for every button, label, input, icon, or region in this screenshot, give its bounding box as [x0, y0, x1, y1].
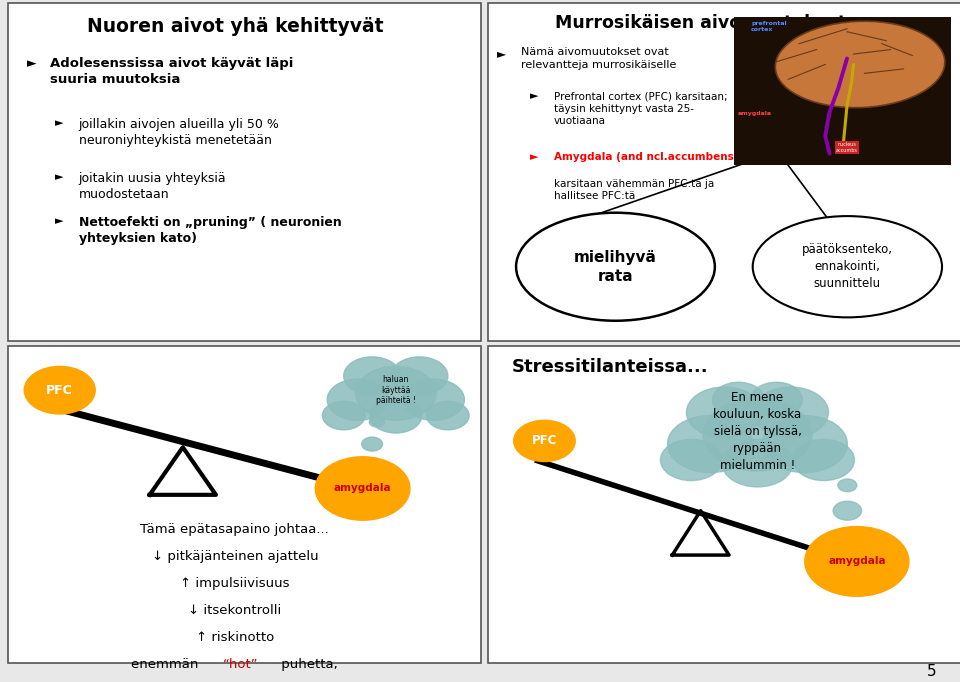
Text: ►: ►: [27, 57, 36, 70]
Circle shape: [327, 379, 389, 420]
Text: karsitaan vähemmän PFC:tä ja
hallitsee PFC:tä: karsitaan vähemmän PFC:tä ja hallitsee P…: [554, 179, 714, 201]
Circle shape: [753, 387, 828, 438]
Circle shape: [751, 382, 803, 417]
Circle shape: [391, 357, 447, 395]
Text: ↑ impulsiivisuus: ↑ impulsiivisuus: [180, 577, 290, 591]
FancyBboxPatch shape: [488, 346, 960, 663]
FancyBboxPatch shape: [8, 346, 481, 663]
Circle shape: [323, 401, 365, 430]
Text: Tämä epätasapaino johtaa...: Tämä epätasapaino johtaa...: [140, 523, 329, 536]
Circle shape: [24, 366, 95, 414]
Circle shape: [686, 387, 762, 438]
Circle shape: [362, 437, 382, 451]
Circle shape: [703, 398, 812, 471]
Text: ↓ itsekontrolli: ↓ itsekontrolli: [188, 604, 281, 617]
Text: ►: ►: [55, 118, 63, 128]
Text: Prefrontal cortex (PFC) karsitaan;
täysin kehittynyt vasta 25-
vuotiaana: Prefrontal cortex (PFC) karsitaan; täysi…: [554, 91, 728, 126]
Text: amygdala: amygdala: [334, 484, 392, 494]
Ellipse shape: [516, 213, 715, 321]
Circle shape: [804, 527, 909, 596]
Text: ↑ riskinotto: ↑ riskinotto: [196, 632, 274, 644]
Circle shape: [403, 379, 465, 420]
Text: ►: ►: [55, 172, 63, 182]
Circle shape: [315, 457, 410, 520]
Text: Amygdala (and ncl.accumbens): Amygdala (and ncl.accumbens): [554, 152, 738, 162]
Text: PFC: PFC: [46, 384, 73, 397]
Text: enemmän: enemmän: [131, 658, 203, 671]
Circle shape: [838, 479, 857, 492]
Text: Murrosikäisen aivomuutokset: Murrosikäisen aivomuutokset: [555, 14, 846, 31]
Text: ►: ►: [530, 152, 539, 162]
Circle shape: [370, 417, 384, 427]
Text: amygdala: amygdala: [828, 557, 886, 567]
Text: PFC: PFC: [532, 434, 557, 447]
Circle shape: [667, 415, 753, 473]
Circle shape: [712, 382, 764, 417]
Text: Adolesenssissa aivot käyvät läpi
suuria muutoksia: Adolesenssissa aivot käyvät läpi suuria …: [50, 57, 294, 87]
Text: “hot”: “hot”: [223, 658, 258, 671]
Text: ►: ►: [530, 91, 539, 101]
Circle shape: [344, 357, 400, 395]
Text: ►: ►: [497, 47, 506, 60]
Circle shape: [376, 400, 387, 406]
Text: puhetta,: puhetta,: [277, 658, 338, 671]
Circle shape: [722, 439, 793, 487]
Text: päätöksenteko,
ennakointi,
suunnittelu: päätöksenteko, ennakointi, suunnittelu: [802, 243, 893, 291]
Circle shape: [355, 366, 436, 420]
Text: joillakin aivojen alueilla yli 50 %
neuroniyhteykistä menetetään: joillakin aivojen alueilla yli 50 % neur…: [79, 118, 279, 147]
Text: 5: 5: [926, 664, 936, 679]
Text: mielihyvä
rata: mielihyvä rata: [574, 250, 657, 284]
Circle shape: [370, 398, 421, 433]
Text: Nämä aivomuutokset ovat
relevantteja murrosikäiselle: Nämä aivomuutokset ovat relevantteja mur…: [521, 47, 676, 70]
Circle shape: [514, 420, 575, 462]
Text: joitakin uusia yhteyksiä
muodostetaan: joitakin uusia yhteyksiä muodostetaan: [79, 172, 227, 201]
FancyBboxPatch shape: [733, 17, 951, 166]
Circle shape: [762, 415, 848, 473]
Text: Nuoren aivot yhä kehittyvät: Nuoren aivot yhä kehittyvät: [86, 17, 383, 36]
FancyBboxPatch shape: [8, 3, 481, 341]
FancyBboxPatch shape: [488, 3, 960, 341]
Text: Stressitilanteissa...: Stressitilanteissa...: [512, 359, 708, 376]
Circle shape: [793, 439, 854, 481]
Circle shape: [660, 439, 722, 481]
Ellipse shape: [776, 21, 945, 108]
Text: amygdala: amygdala: [738, 111, 772, 116]
Text: prefrontal
cortex: prefrontal cortex: [752, 21, 787, 32]
Text: ↓ pitkäjänteinen ajattelu: ↓ pitkäjänteinen ajattelu: [152, 550, 318, 563]
Text: haluan
käyttää
päihteitä !: haluan käyttää päihteitä !: [375, 375, 416, 405]
Text: En mene
kouluun, koska
sielä on tylssä,
ryppään
mielummin !: En mene kouluun, koska sielä on tylssä, …: [713, 391, 802, 472]
Circle shape: [426, 401, 469, 430]
Text: Nettoefekti on „pruning” ( neuronien
yhteyksien kato): Nettoefekti on „pruning” ( neuronien yht…: [79, 216, 342, 245]
Text: ►: ►: [55, 216, 63, 226]
Circle shape: [833, 501, 861, 520]
Text: nucleus
accumbs: nucleus accumbs: [836, 143, 858, 153]
Ellipse shape: [753, 216, 942, 317]
